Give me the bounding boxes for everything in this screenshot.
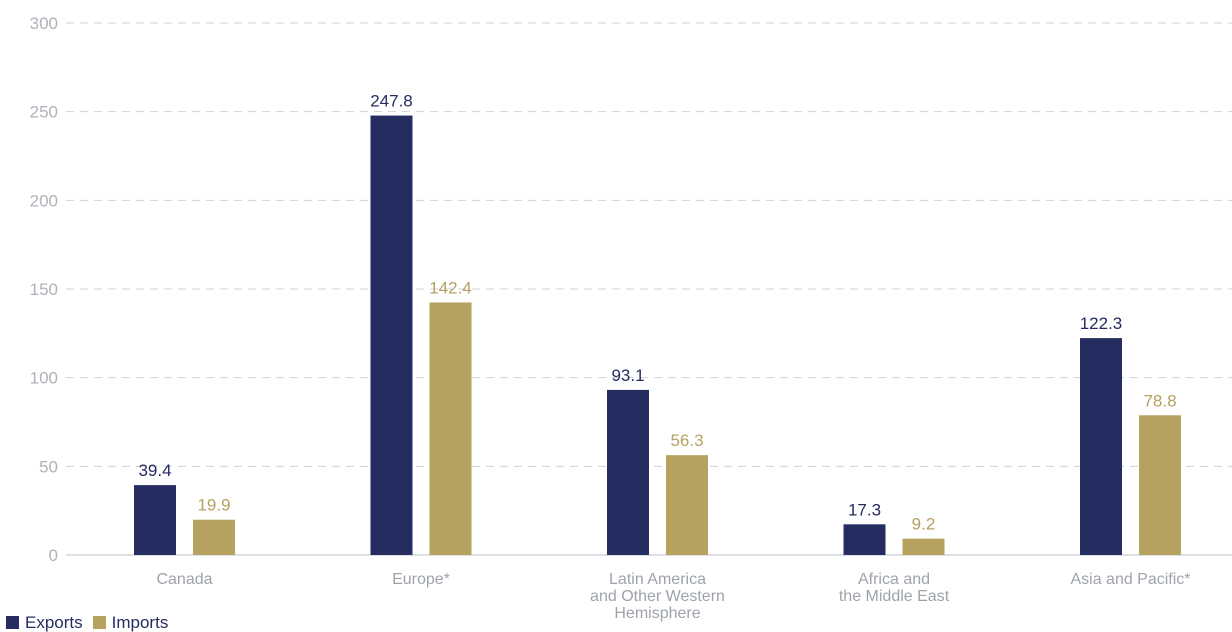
y-tick-label: 0 <box>49 546 58 565</box>
bar-exports <box>843 524 886 555</box>
legend-item-imports: Imports <box>92 613 169 632</box>
category-label: and Other Western <box>590 588 725 605</box>
y-tick-label: 200 <box>30 191 58 210</box>
data-label-imports: 142.4 <box>429 278 472 297</box>
data-label-exports: 39.4 <box>138 461 171 480</box>
data-label-imports: 78.8 <box>1143 391 1176 410</box>
category-label: Hemisphere <box>614 605 700 622</box>
legend-item-exports: Exports <box>6 613 83 632</box>
bar-imports <box>429 302 472 555</box>
category-label: the Middle East <box>839 588 950 605</box>
bars <box>134 115 1181 556</box>
bar-imports <box>666 455 708 555</box>
data-label-exports: 17.3 <box>848 500 881 519</box>
value-labels: 39.4 19.9 247.8 142.4 93.1 56.3 17.3 9.2 122.3 78… <box>138 92 1176 534</box>
category-label: Canada <box>156 571 212 588</box>
data-label-exports: 247.8 <box>370 92 413 111</box>
bar-imports <box>902 538 945 555</box>
data-label-imports: 56.3 <box>670 431 703 450</box>
category-label: Europe* <box>392 571 450 588</box>
data-label-exports: 93.1 <box>611 366 644 385</box>
y-tick-label: 150 <box>30 280 58 299</box>
category-label: Africa and <box>858 571 930 588</box>
data-label-imports: 19.9 <box>197 496 230 515</box>
legend: Exports Imports <box>6 613 178 632</box>
y-tick-label: 50 <box>39 457 58 476</box>
data-label-exports: 122.3 <box>1080 314 1123 333</box>
bar-imports <box>193 519 235 555</box>
y-tick-label: 100 <box>30 369 58 388</box>
y-tick-label: 250 <box>30 103 58 122</box>
y-axis-tick-labels: 0 50 100 150 200 250 300 <box>30 14 58 565</box>
bar-exports <box>370 115 413 556</box>
data-label-imports: 9.2 <box>912 515 936 534</box>
category-label: Asia and Pacific* <box>1070 571 1190 588</box>
legend-label-exports: Exports <box>25 613 83 632</box>
bar-imports <box>1139 415 1181 555</box>
category-label: Latin America <box>609 571 706 588</box>
bar-exports <box>607 389 649 555</box>
legend-label-imports: Imports <box>111 613 169 632</box>
exports-swatch <box>6 616 19 629</box>
imports-swatch <box>92 616 106 629</box>
bar-exports <box>134 485 176 555</box>
y-tick-label: 300 <box>30 14 58 33</box>
bar-exports <box>1080 338 1122 555</box>
